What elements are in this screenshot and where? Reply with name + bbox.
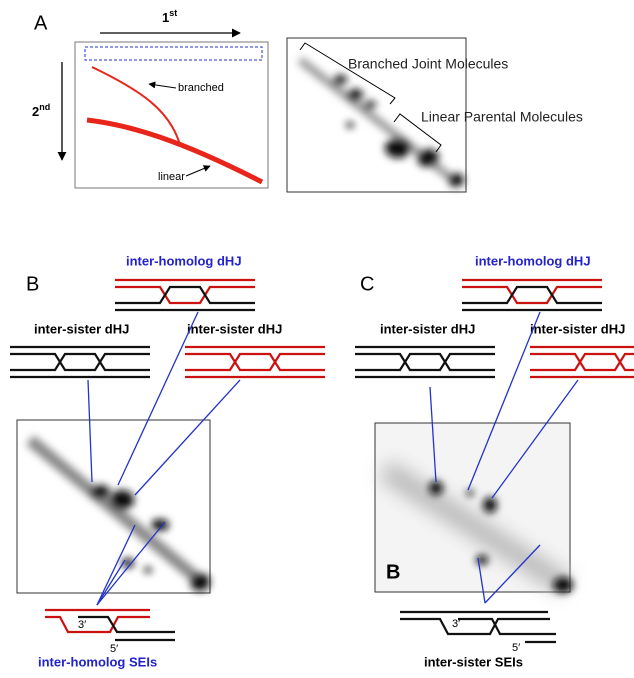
gel-label: B [386,561,400,583]
pointer-lines [87,311,241,606]
bracket [393,113,442,153]
gel-spots [379,460,573,595]
curve-label: linear [158,171,185,183]
panel-label: B [26,273,39,295]
pointer [185,165,211,177]
sei-diagram [45,608,175,642]
dhj-diagram [185,347,325,377]
pointer-lines [429,311,579,604]
curve-label: branched [178,82,224,94]
diagram-label: inter-sister SEIs [424,654,523,669]
bracket [299,42,396,105]
gel-spots [26,435,210,591]
panel-label: A [34,12,48,34]
strand-end: 5′ [110,643,118,655]
diagram-label: inter-sister dHJ [530,321,625,336]
axis-label: 1st [162,8,177,25]
dhj-diagram [462,280,602,310]
diagram-label: inter-homolog dHJ [126,253,242,268]
diagram-label: inter-sister dHJ [380,321,475,336]
panel-label: C [360,273,374,295]
axis-label: 2nd [32,102,50,119]
linear-curve [86,117,264,185]
gel-label: Branched Joint Molecules [348,56,508,72]
pointer [148,81,177,89]
dhj-diagram [10,347,150,377]
sei-diagram [400,610,556,644]
strand-end: 3′ [78,619,86,631]
strand-end: 5′ [512,642,520,654]
diagram-label: inter-sister dHJ [187,321,282,336]
plot-box [74,41,269,189]
dhj-diagram [355,347,495,377]
gel-spots [297,56,464,189]
diagram-label: inter-homolog SEIs [38,654,157,669]
gel-label: Linear Parental Molecules [421,109,583,125]
branched-curve [91,66,181,146]
dhj-diagram [115,280,255,310]
diagram-label: inter-homolog dHJ [475,253,591,268]
strand-end: 3′ [452,618,460,630]
dhj-diagram [530,347,634,377]
diagram-label: inter-sister dHJ [34,321,129,336]
